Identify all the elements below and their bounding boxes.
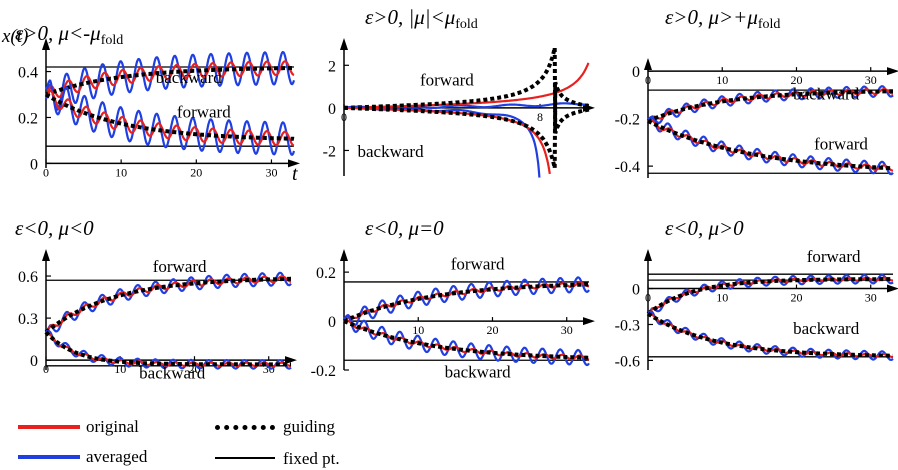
x-tick-label: 30 (865, 291, 877, 305)
x-tick-label: 30 (265, 165, 277, 179)
x-tick-label: 20 (790, 291, 802, 305)
panel-b: ε>0, |μ|<μfold 0 8 -2 0 2 forward backward (323, 5, 595, 178)
y-tick-label: -0.6 (615, 353, 640, 370)
panel-title: ε<0, μ<0 (15, 216, 94, 240)
curve-label-forward: forward (153, 257, 207, 276)
series-original-backward (45, 60, 295, 99)
y-axis-arrow (42, 249, 50, 261)
series-guiding-forward (44, 92, 295, 141)
x-tick-label: 20 (190, 165, 202, 179)
curve-label-forward: forward (814, 135, 868, 154)
x-tick-label: 0 (645, 291, 651, 305)
x-tick-label: 0 (341, 110, 347, 124)
series-guiding-backward (45, 66, 294, 97)
panel-e: ε<0, μ=0 10 20 30 -0.2 0 0.2 forward backward (311, 216, 595, 381)
series-guiding-backward (647, 89, 893, 123)
y-tick-label: -0.3 (615, 317, 640, 334)
x-tick-label: 20 (486, 323, 498, 337)
series-original-backward (344, 106, 551, 175)
x-axis-arrow (887, 284, 898, 293)
panel-title-subscript: fold (455, 17, 478, 32)
y-tick-label: 0 (30, 353, 38, 370)
series-guiding-backward (343, 319, 589, 360)
series-averaged-forward (45, 79, 296, 157)
curve-label-backward: backward (445, 362, 512, 381)
x-tick-label: 10 (716, 291, 728, 305)
y-tick-label: 0.4 (18, 65, 38, 82)
x-tick-label: 30 (561, 323, 573, 337)
curve-label-forward: forward (451, 255, 505, 274)
y-axis-arrow (644, 58, 652, 70)
x-axis-arrow (583, 317, 595, 326)
y-tick-label: 0.2 (18, 110, 38, 127)
curve-label-forward: forward (807, 247, 861, 266)
x-tick-label: 0 (43, 165, 49, 179)
y-tick-label: -2 (323, 143, 336, 160)
panel-title: ε<0, μ=0 (365, 216, 444, 240)
panel-a: ε>0, μ<-μfold 0 10 20 30 0 0.2 0.4 x(t) t backward… (1, 21, 300, 185)
y-tick-label: -0.2 (311, 363, 336, 380)
y-tick-label: 0.3 (18, 311, 38, 328)
curve-label-backward: backward (139, 363, 206, 382)
x-tick-label: 10 (412, 323, 424, 337)
x-tick-label: 30 (865, 73, 877, 87)
y-axis-arrow (340, 38, 348, 50)
x-axis-label: t (292, 163, 298, 185)
y-tick-label: 0 (632, 64, 640, 81)
y-axis-arrow (340, 249, 348, 261)
panel-title: ε<0, μ>0 (665, 216, 744, 240)
y-tick-label: 2 (328, 58, 336, 75)
curve-label-forward: forward (420, 71, 474, 90)
x-tick-label: 8 (537, 110, 543, 124)
panel-title: ε>0, μ>+μfold (665, 5, 780, 32)
panel-title: ε>0, |μ|<μfold (365, 5, 478, 32)
y-tick-label: 0 (328, 101, 336, 118)
y-axis-arrow (644, 249, 652, 261)
series-guiding-backward (44, 330, 291, 367)
x-axis-arrow (288, 159, 300, 168)
curve-label-backward: backward (793, 319, 860, 338)
x-tick-label: 10 (114, 362, 126, 376)
series-guiding-forward (343, 282, 589, 323)
x-tick-label: 10 (716, 73, 728, 87)
x-tick-label: 20 (790, 73, 802, 87)
panel-title: ε>0, μ<-μfold (15, 21, 123, 48)
y-tick-label: 0 (632, 282, 640, 299)
y-tick-label: 0.2 (316, 265, 336, 282)
panel-title-subscript: fold (758, 17, 781, 32)
x-tick-label: 0 (645, 73, 651, 87)
series-guiding-forward (343, 47, 590, 134)
curve-label-forward: forward (177, 102, 231, 121)
y-tick-label: -0.2 (615, 112, 640, 129)
series-original-backward (45, 331, 292, 368)
panel-title-subscript: fold (101, 33, 124, 48)
y-tick-label: 0.6 (18, 269, 38, 286)
y-axis-label: x(t) (1, 26, 28, 47)
curve-label-backward: backward (358, 142, 425, 161)
y-axis-arrow (42, 38, 50, 50)
series-guiding-backward (646, 312, 893, 358)
panel-c: ε>0, μ>+μfold 0 10 20 30 0 -0.2 -0.4 backward for… (615, 5, 898, 178)
series-guiding-forward (646, 277, 893, 316)
x-axis-arrow (887, 67, 898, 76)
series-original-backward (647, 87, 893, 122)
panel-f: ε<0, μ>0 0 10 20 30 0 -0.3 -0.6 forward backward (615, 216, 898, 370)
x-tick-label: 10 (115, 165, 127, 179)
curve-label-backward: backward (156, 68, 223, 87)
x-axis-arrow (285, 356, 297, 365)
y-tick-label: 0 (328, 314, 336, 331)
y-tick-label: -0.4 (615, 159, 640, 176)
y-tick-label: 0 (30, 156, 38, 173)
x-tick-label: 0 (43, 362, 49, 376)
series-original-forward (45, 275, 291, 333)
series-guiding-forward (647, 119, 893, 171)
curve-label-backward: backward (793, 85, 860, 104)
